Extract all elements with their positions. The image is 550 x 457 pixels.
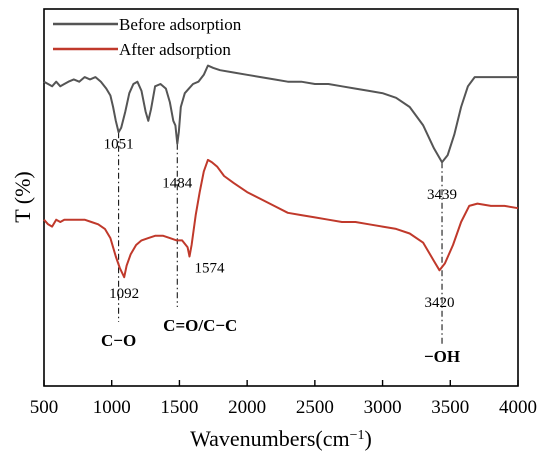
peak-label-1092: 1092 <box>109 286 139 302</box>
x-tick-label: 4000 <box>499 397 537 418</box>
x-tick-label: 500 <box>30 397 59 418</box>
x-tick-label: 1000 <box>93 397 131 418</box>
x-axis-ticks: 500 1000 1500 2000 2500 3000 3500 4000 <box>30 380 537 418</box>
legend-label: Before adsorption <box>119 15 242 34</box>
group-label: −OH <box>424 347 460 366</box>
plot-frame <box>43 8 519 387</box>
group-label: C−O <box>101 331 136 350</box>
x-tick-label: 1500 <box>160 397 198 418</box>
legend-label: After adsorption <box>119 40 231 59</box>
x-axis-title: Wavenumbers(cm−1) <box>190 426 372 451</box>
series-layer <box>43 64 519 279</box>
peak-label-3420: 3420 <box>424 295 454 311</box>
x-axis-title-close: ) <box>365 426 372 451</box>
series-line-before <box>43 64 518 164</box>
group-label: C=O/C−C <box>163 316 237 335</box>
y-axis-title: T (%) <box>10 171 35 223</box>
legend: Before adsorption After adsorption <box>53 15 242 59</box>
series-line-after <box>43 158 519 279</box>
peak-label-1574: 1574 <box>194 261 225 277</box>
annotation-layer: 1051 1484 3439 1092 1574 3420 C−O C=O/C−C −OH <box>101 132 460 366</box>
x-tick-label: 3500 <box>431 397 469 418</box>
x-axis-title-unit-exponent: −1 <box>350 428 365 443</box>
peak-label-1051: 1051 <box>104 136 134 152</box>
x-tick-label: 2000 <box>228 397 266 418</box>
x-tick-label: 2500 <box>296 397 334 418</box>
x-tick-label: 3000 <box>364 397 402 418</box>
peak-label-1484: 1484 <box>162 176 193 192</box>
peak-label-3439: 3439 <box>427 187 457 203</box>
x-axis-title-main: Wavenumbers(cm <box>190 426 350 451</box>
